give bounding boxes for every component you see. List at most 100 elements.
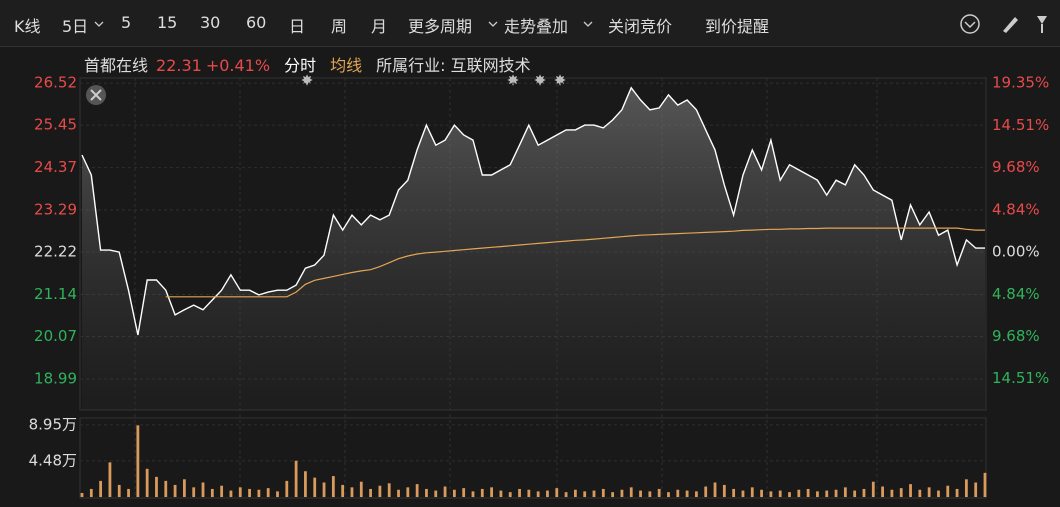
y-tick-label: 24.37	[34, 158, 77, 176]
toolbar-item[interactable]: 5	[121, 13, 132, 32]
volume-bar	[778, 490, 782, 497]
volume-bar	[322, 482, 326, 497]
toolbar-item[interactable]: 月	[371, 17, 388, 36]
volume-bar	[750, 487, 754, 497]
y-tick-label: 21.14	[34, 285, 77, 303]
volume-bar	[210, 488, 214, 497]
toolbar-item[interactable]: 日	[289, 17, 306, 36]
volume-bar	[816, 491, 819, 497]
volume-bar	[304, 471, 307, 497]
volume-bar	[136, 425, 140, 497]
volume-bar	[201, 482, 205, 497]
volume-bar	[294, 460, 298, 497]
volume-bar	[276, 491, 279, 497]
y2-tick-label: 14.51%	[992, 116, 1049, 134]
volume-bar	[732, 488, 736, 497]
change: +0.41%	[205, 56, 271, 75]
toolbar-item[interactable]: 5日	[62, 17, 89, 36]
y2-tick-label: 9.68%	[992, 327, 1040, 345]
volume-bar	[238, 487, 242, 497]
y-tick-label: 25.45	[34, 116, 77, 134]
volume-bar	[629, 487, 633, 497]
toolbar-item[interactable]: 周	[331, 17, 348, 36]
volume-bar	[248, 488, 251, 497]
toolbar-item[interactable]: 更多周期	[408, 17, 473, 36]
volume-bar	[359, 481, 363, 497]
volume-bar	[890, 489, 894, 497]
series-legend[interactable]: 分时	[284, 56, 317, 75]
close-button[interactable]	[86, 85, 106, 105]
volume-bar	[937, 490, 940, 497]
volume-bar	[704, 486, 708, 497]
volume-bar	[397, 489, 400, 497]
volume-bar	[155, 476, 158, 497]
volume-bar	[490, 487, 494, 497]
volume-bar	[741, 490, 745, 497]
toolbar-item[interactable]: 走势叠加	[504, 17, 569, 36]
volume-bar	[266, 488, 270, 497]
volume-bar	[862, 488, 866, 497]
volume-bar	[173, 484, 177, 497]
toolbar-item[interactable]: 关闭竞价	[608, 17, 673, 36]
volume-bar	[127, 488, 130, 497]
volume-bar	[313, 477, 317, 497]
volume-bar	[443, 486, 447, 497]
volume-bar	[769, 491, 773, 497]
volume-bar	[601, 488, 605, 497]
volume-frame	[79, 417, 987, 499]
volume-bar	[695, 491, 698, 497]
volume-bar	[452, 489, 456, 497]
volume-bar	[164, 480, 168, 497]
volume-bar	[425, 488, 428, 497]
svg-text:✸: ✸	[554, 72, 567, 90]
toolbar-item[interactable]: 到价提醒	[705, 17, 770, 36]
y2-tick-label: 9.68%	[992, 158, 1040, 176]
volume-bar	[434, 490, 438, 497]
volume-bar	[117, 484, 121, 497]
y2-tick-label: 0.00%	[992, 243, 1040, 261]
volume-bar	[713, 482, 717, 497]
average-line	[165, 227, 985, 298]
y-tick-label: 22.22	[34, 243, 77, 261]
volume-bar	[676, 489, 680, 497]
volume-bar	[974, 482, 978, 497]
volume-bar	[192, 487, 196, 497]
event-markers[interactable]: ✸ ✸ ✸ ✸	[301, 72, 567, 90]
volume-bar	[620, 489, 624, 497]
volume-bar	[546, 490, 549, 497]
volume-bar	[667, 492, 670, 497]
volume-bar	[611, 492, 615, 497]
volume-bar	[285, 480, 289, 497]
volume-bar	[881, 486, 884, 497]
y2-tick-label: 4.84%	[992, 285, 1040, 303]
toolbar: K线 5日 5 15 30 60 日 周 月 更多周期 走势叠加 关闭竞价 到价提醒	[0, 0, 1060, 47]
volume-bar	[564, 492, 568, 497]
volume-bar	[871, 481, 875, 497]
info-bar: 首都在线 22.31 +0.41% 分时 均线 所属行业: 互联网技术	[84, 52, 539, 76]
y-tick-label: 4.48万	[29, 451, 77, 469]
volume-bar	[648, 491, 652, 497]
series-legend[interactable]: 均线	[330, 56, 363, 75]
volume-bar	[806, 488, 810, 497]
volume-bar	[685, 490, 689, 497]
volume-bar	[853, 490, 857, 497]
volume-bar	[406, 487, 410, 497]
y-tick-label: 26.52	[34, 74, 77, 92]
y2-tick-label: 14.51%	[992, 369, 1049, 387]
volume-bar	[108, 462, 112, 497]
volume-bar	[518, 488, 521, 497]
toolbar-item[interactable]: 15	[157, 13, 178, 32]
toolbar-item[interactable]: 30	[200, 13, 221, 32]
volume-bar	[583, 491, 587, 497]
toolbar-item[interactable]: K线	[14, 17, 41, 36]
volume-bar	[722, 484, 726, 497]
volume-bar	[946, 485, 950, 497]
volume-bar	[387, 483, 391, 497]
volume-bar	[99, 480, 103, 497]
toolbar-icons[interactable]	[960, 14, 1047, 34]
volume-bar	[183, 479, 186, 497]
volume-bar	[573, 489, 577, 497]
toolbar-item[interactable]: 60	[246, 13, 267, 32]
volume-bar	[927, 487, 931, 497]
